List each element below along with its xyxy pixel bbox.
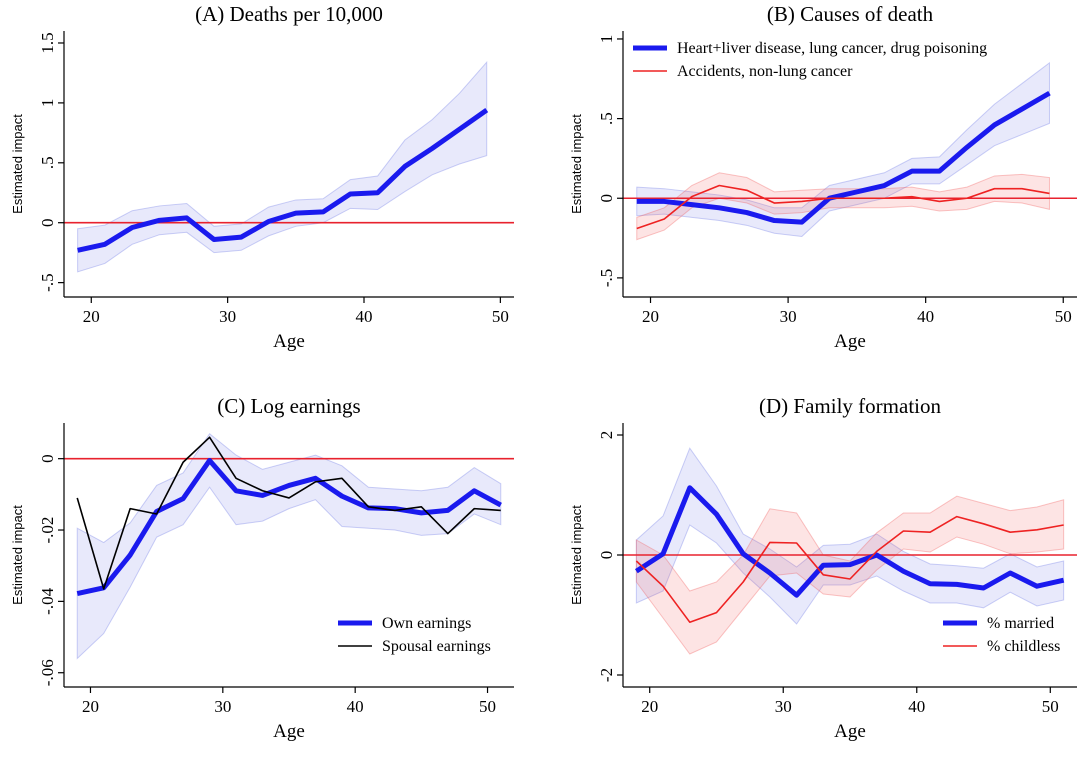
x-tick-label: 50: [1055, 307, 1072, 326]
x-tick-label: 20: [641, 697, 658, 716]
legend-label: Own earnings: [382, 615, 471, 632]
y-axis-label: Estimated impact: [569, 505, 584, 605]
y-tick-label: -.5: [597, 269, 616, 287]
chart-title: (B) Causes of death: [767, 2, 934, 26]
x-axis-label: Age: [834, 331, 866, 352]
legend-label: Spousal earnings: [382, 638, 491, 655]
series-line-1: [77, 108, 489, 253]
y-tick-label: 2: [597, 431, 616, 440]
x-tick-label: 40: [917, 307, 934, 326]
x-tick-label: 30: [214, 697, 231, 716]
y-tick-label: .5: [38, 156, 57, 169]
chart-panel-2: 20 30 40 50 -.5 0 .5 1 (B) Causes of death Age Est…: [569, 2, 1077, 352]
chart-panel-3: 20 30 40 50 -.06 -.04 -.02 0 (C) Log earnings Age…: [10, 394, 514, 742]
x-axis-label: Age: [273, 721, 305, 742]
ci-band-series-1: [77, 60, 488, 273]
x-tick-label: 20: [83, 307, 100, 326]
y-tick-label: .5: [597, 112, 616, 125]
y-tick-label: 1: [597, 35, 616, 44]
series-line-2: [635, 515, 1064, 624]
y-tick-label: 0: [38, 218, 57, 227]
x-tick-label: 40: [347, 697, 364, 716]
y-tick-label: 0: [38, 454, 57, 463]
series-line-1: [636, 90, 1051, 225]
ci-band-series-1: [76, 432, 502, 660]
ci-band-series-1: [636, 61, 1050, 237]
ci-band-series-1: [635, 447, 1065, 625]
x-axis-label: Age: [834, 721, 866, 742]
legend: Own earnings Spousal earnings: [338, 615, 491, 655]
y-axis-label: Estimated impact: [569, 114, 584, 214]
legend: Heart+liver disease, lung cancer, drug p…: [633, 40, 987, 80]
chart-panel-1: 20 30 40 50 -.5 0 .5 1 1.5 (A) Deaths per 10,000 A…: [10, 2, 514, 352]
legend-label: % married: [987, 615, 1054, 632]
y-tick-label: -2: [597, 668, 616, 682]
y-tick-label: -.5: [38, 273, 57, 291]
y-tick-label: -.04: [38, 587, 57, 614]
ci-band-series-2: [635, 495, 1065, 655]
chart-title: (A) Deaths per 10,000: [195, 2, 383, 26]
y-tick-label: -.02: [38, 517, 57, 544]
series-line-2: [636, 184, 1050, 230]
x-tick-label: 40: [356, 307, 373, 326]
x-tick-label: 40: [908, 697, 925, 716]
y-tick-label: 0: [597, 194, 616, 203]
legend-label: Heart+liver disease, lung cancer, drug p…: [677, 40, 987, 57]
y-tick-label: 1: [38, 99, 57, 108]
x-tick-label: 30: [780, 307, 797, 326]
y-tick-label: -.06: [38, 659, 57, 686]
y-axis-label: Estimated impact: [10, 505, 25, 605]
x-axis-label: Age: [273, 331, 305, 352]
legend-label: % childless: [987, 638, 1060, 655]
x-tick-label: 50: [479, 697, 496, 716]
x-tick-label: 30: [219, 307, 236, 326]
y-axis-label: Estimated impact: [10, 114, 25, 214]
chart-title: (D) Family formation: [759, 394, 941, 418]
chart-panel-4: 20 30 40 50 -2 0 2 (D) Family formation Age Estim…: [569, 394, 1077, 742]
y-tick-label: 1.5: [38, 32, 57, 53]
legend-label: Accidents, non-lung cancer: [677, 63, 853, 80]
x-tick-label: 20: [642, 307, 659, 326]
x-tick-label: 50: [492, 307, 509, 326]
series-line-1: [634, 485, 1065, 598]
series-line-2: [76, 436, 501, 590]
x-tick-label: 50: [1042, 697, 1059, 716]
y-tick-label: 0: [597, 551, 616, 560]
x-tick-label: 30: [775, 697, 792, 716]
chart-title: (C) Log earnings: [217, 394, 360, 418]
x-tick-label: 20: [82, 697, 99, 716]
series-line-1: [76, 457, 502, 596]
legend: % married % childless: [943, 615, 1060, 655]
